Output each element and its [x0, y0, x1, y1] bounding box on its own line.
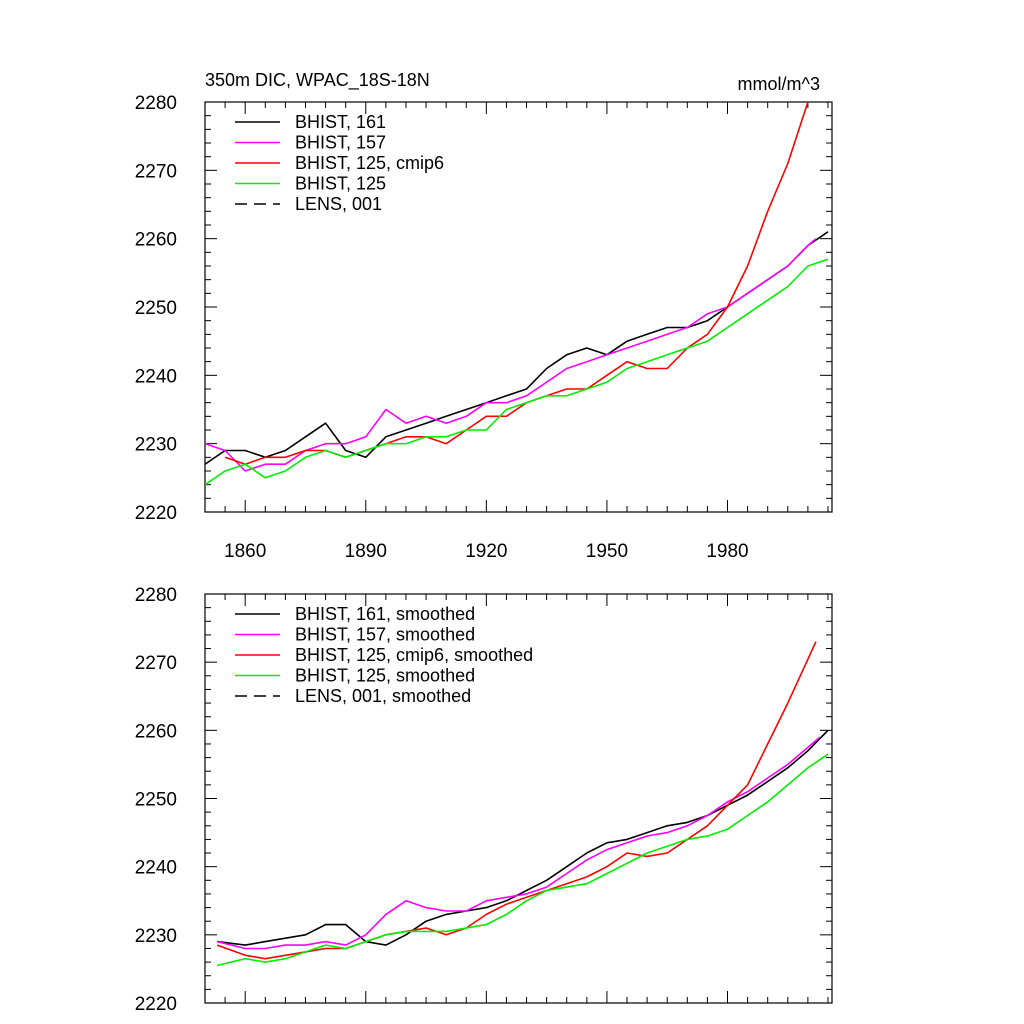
series-line-4	[216, 753, 829, 967]
legend-label: BHIST, 161, smoothed	[295, 604, 475, 624]
legend-label: BHIST, 161	[295, 112, 386, 132]
legend-label: BHIST, 157, smoothed	[295, 625, 475, 645]
legend-label: LENS, 001, smoothed	[295, 686, 471, 706]
x-tick-label: 1890	[345, 541, 387, 562]
y-tick-label: 2240	[135, 858, 177, 879]
series-line-3	[224, 102, 809, 466]
y-tick-label: 2250	[135, 298, 177, 319]
chart-panel-2: 2220 2230 2240 2250 2260 2270 2280 BHIST, 161, …	[135, 585, 833, 1015]
y-tick-label: 2240	[135, 366, 177, 387]
legend-label: BHIST, 157	[295, 133, 386, 153]
y-tick-label: 2260	[135, 230, 177, 251]
y-tick-label: 2230	[135, 435, 177, 456]
x-tick-label: 1860	[224, 541, 266, 562]
y-tick-label: 2250	[135, 790, 177, 811]
y-tick-label: 2220	[135, 503, 177, 524]
legend-label: BHIST, 125	[295, 174, 386, 194]
y-tick-label: 2280	[135, 585, 177, 606]
series-line-4	[205, 258, 829, 486]
series-line-1	[217, 729, 829, 946]
series-line-2	[216, 736, 821, 950]
chart-panel-1: 1860 1890 1920 1950 1980 2220 2230 2240 2250 2260…	[135, 70, 833, 562]
units-label: mmol/m^3	[738, 74, 820, 94]
y-tick-label: 2270	[135, 653, 177, 674]
y-tick-label: 2280	[135, 93, 177, 114]
legend-label: BHIST, 125, cmip6, smoothed	[295, 645, 533, 665]
legend-label: BHIST, 125, cmip6	[295, 153, 444, 173]
series-group	[205, 102, 829, 486]
y-tick-label: 2270	[135, 161, 177, 182]
y-tick-label: 2220	[135, 994, 177, 1015]
series-line-3	[216, 641, 817, 960]
legend-label: LENS, 001	[295, 194, 382, 214]
y-tick-label: 2230	[135, 926, 177, 947]
x-tick-label: 1950	[586, 541, 628, 562]
legend-label: BHIST, 125, smoothed	[295, 666, 475, 686]
chart-title: 350m DIC, WPAC_18S-18N	[205, 70, 430, 91]
series-line-1	[205, 231, 829, 465]
x-tick-label: 1920	[465, 541, 507, 562]
series-group	[216, 641, 829, 967]
series-line-2	[205, 238, 817, 472]
x-tick-label: 1980	[706, 541, 748, 562]
y-tick-label: 2260	[135, 721, 177, 742]
